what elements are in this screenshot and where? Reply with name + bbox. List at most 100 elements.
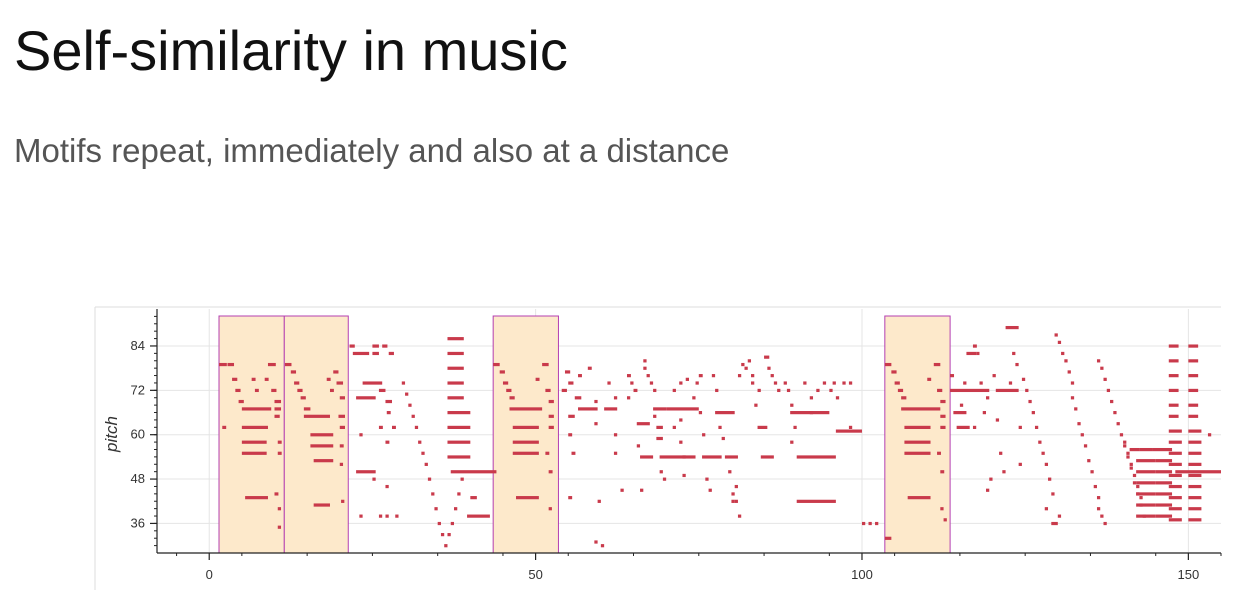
note-mark xyxy=(310,433,334,437)
chart-axes: 36 48 60 72 84 0 50 100 150 xyxy=(131,309,1222,582)
note-mark xyxy=(506,388,512,393)
note-mark xyxy=(395,514,399,518)
note-mark xyxy=(493,362,500,367)
note-mark xyxy=(571,451,576,455)
note-mark xyxy=(1168,518,1182,522)
note-mark xyxy=(1096,359,1101,363)
note-mark xyxy=(751,374,755,378)
note-mark xyxy=(274,492,279,496)
note-mark xyxy=(679,440,683,444)
note-mark xyxy=(744,366,748,370)
note-mark xyxy=(467,514,490,518)
note-mark xyxy=(1155,481,1173,485)
note-mark xyxy=(695,381,699,385)
note-mark xyxy=(653,407,667,411)
note-mark xyxy=(1116,422,1120,426)
note-mark xyxy=(995,388,1019,393)
note-mark xyxy=(568,433,573,437)
note-mark xyxy=(803,381,807,385)
note-mark xyxy=(950,374,955,378)
note-mark xyxy=(1188,388,1199,393)
note-mark xyxy=(835,429,862,433)
note-mark xyxy=(773,381,778,385)
note-mark xyxy=(904,440,931,444)
note-mark xyxy=(1025,388,1029,393)
note-mark xyxy=(1126,451,1130,455)
note-mark xyxy=(548,470,553,474)
note-mark xyxy=(992,374,996,378)
note-mark xyxy=(290,370,297,374)
note-mark xyxy=(685,377,689,381)
note-mark xyxy=(848,381,853,385)
note-mark xyxy=(875,521,879,526)
x-tick-label: 150 xyxy=(1178,567,1200,582)
note-mark xyxy=(1168,507,1182,511)
note-mark xyxy=(1168,388,1179,393)
note-mark xyxy=(219,362,227,367)
note-mark xyxy=(607,381,611,385)
note-mark xyxy=(1034,425,1039,430)
note-mark xyxy=(999,451,1003,455)
note-mark xyxy=(457,492,461,496)
note-mark xyxy=(630,381,634,385)
note-mark xyxy=(764,355,770,359)
note-mark xyxy=(447,337,464,341)
note-mark xyxy=(1152,447,1173,452)
note-mark xyxy=(1136,492,1156,496)
motif-highlight-box xyxy=(492,315,559,554)
note-mark xyxy=(548,414,554,418)
note-mark xyxy=(666,407,699,411)
note-mark xyxy=(548,399,554,404)
note-mark xyxy=(222,425,227,430)
note-mark xyxy=(842,381,846,385)
x-tick-label: 50 xyxy=(528,567,542,582)
note-mark xyxy=(767,366,771,370)
note-mark xyxy=(356,470,376,474)
note-mark xyxy=(986,396,990,400)
note-mark xyxy=(561,388,567,393)
note-mark xyxy=(1021,377,1026,381)
note-mark xyxy=(633,388,638,393)
note-mark xyxy=(1136,470,1156,474)
note-mark xyxy=(238,399,244,404)
note-mark xyxy=(1008,381,1013,385)
note-mark xyxy=(636,422,650,426)
note-mark xyxy=(613,433,618,437)
note-mark xyxy=(277,451,282,455)
note-mark xyxy=(897,388,904,393)
note-mark xyxy=(434,507,438,511)
note-mark xyxy=(1139,496,1143,500)
note-mark xyxy=(1002,470,1006,474)
note-mark xyxy=(333,370,339,374)
note-mark xyxy=(1188,518,1202,522)
note-mark xyxy=(1188,429,1202,433)
note-mark xyxy=(1188,507,1202,511)
note-mark xyxy=(339,396,345,400)
note-mark xyxy=(232,377,238,381)
note-mark xyxy=(1093,484,1097,489)
note-mark xyxy=(927,377,932,381)
note-mark xyxy=(1155,492,1173,496)
note-mark xyxy=(816,388,820,393)
note-mark xyxy=(1136,484,1140,489)
note-mark xyxy=(868,521,872,526)
note-mark xyxy=(378,388,386,393)
note-mark xyxy=(646,374,650,378)
note-mark xyxy=(1096,496,1101,500)
note-mark xyxy=(747,359,752,363)
note-mark xyxy=(904,425,931,430)
note-mark xyxy=(447,455,471,459)
note-mark xyxy=(640,488,644,492)
note-mark xyxy=(894,381,900,385)
note-mark xyxy=(715,411,735,415)
note-mark xyxy=(963,381,967,385)
slide-title: Self-similarity in music xyxy=(14,19,568,82)
note-mark xyxy=(1057,514,1062,518)
note-mark xyxy=(388,351,394,356)
note-mark xyxy=(545,388,551,393)
note-mark xyxy=(672,425,676,430)
note-mark xyxy=(594,540,598,544)
note-mark xyxy=(254,388,259,393)
note-mark xyxy=(604,407,618,411)
